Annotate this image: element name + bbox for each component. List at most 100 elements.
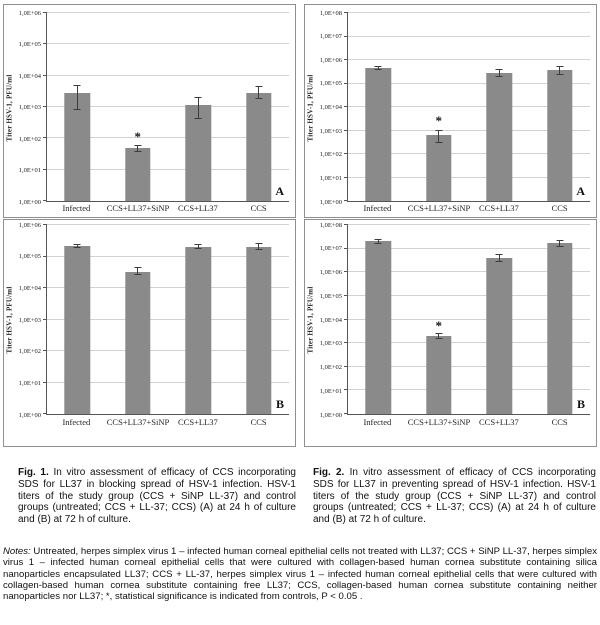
x-category-label: CCS+LL37+SiNP	[407, 203, 471, 213]
y-tick-label: 1,0E+06	[18, 9, 41, 17]
error-bar-cap-bottom	[73, 108, 81, 110]
error-bar	[435, 332, 443, 339]
gridline	[47, 224, 289, 225]
y-axis-title-text: Titer HSV-1, PFU/ml	[306, 74, 315, 141]
y-tick-mark	[43, 200, 47, 201]
x-axis-category-labels: Infected CCS+LL37+SiNP CCS+LL37 CCS	[347, 417, 590, 429]
bar-ccs-ll37-sinp	[125, 148, 151, 201]
bar-slot	[47, 225, 108, 414]
x-category-label: CCS+LL37	[178, 203, 218, 213]
y-tick-mark	[344, 294, 348, 296]
x-axis-category-labels: Infected CCS+LL37+SiNP CCS+LL37 CCS	[347, 203, 590, 215]
y-tick-label: 1,0E+06	[18, 221, 41, 229]
gridline	[47, 12, 289, 13]
y-tick-label: 1,0E+03	[319, 127, 342, 135]
y-tick-label: 1,0E+00	[319, 411, 342, 419]
fig2-caption-label: Fig. 2.	[313, 467, 345, 478]
y-tick-mark	[344, 153, 348, 154]
significance-asterisk: *	[435, 112, 443, 128]
error-bar-cap-bottom	[435, 141, 443, 143]
gridline	[47, 137, 289, 139]
bar-slot	[469, 13, 530, 201]
fig1-caption-text: In vitro assessment of efficacy of CCS i…	[18, 467, 296, 526]
gridline	[47, 318, 289, 320]
gridline	[348, 342, 590, 344]
y-tick-label: 1,0E+02	[18, 348, 41, 356]
y-tick-mark	[43, 74, 47, 76]
gridline	[47, 287, 289, 288]
fig1-panel-b-chart: Titer HSV-1, PFU/ml 1,0E+00 1,0E+01 1,0E+0…	[3, 219, 296, 447]
fig1-caption: Fig. 1. In vitro assessment of efficacy …	[18, 467, 296, 526]
bar-slot	[108, 225, 169, 414]
y-axis-tick-labels: 1,0E+00 1,0E+01 1,0E+02 1,0E+03 1,0E+04 1,0E+…	[315, 10, 344, 206]
x-category-label: Infected	[62, 417, 91, 427]
gridline	[47, 381, 289, 383]
error-bar	[556, 65, 564, 75]
gridline	[348, 365, 590, 367]
panel-letter: B	[275, 397, 284, 411]
y-tick-mark	[344, 82, 348, 84]
y-tick-label: 1,0E+05	[319, 292, 342, 300]
fig2-caption-text: In vitro assessment of efficacy of CCS i…	[313, 467, 596, 526]
x-category-label: Infected	[363, 417, 392, 427]
bar-slot	[530, 225, 591, 414]
fig2-panel-b-chart: Titer HSV-1, PFU/ml 1,0E+00 1,0E+01 1,0E+0…	[304, 219, 597, 447]
y-axis-tick-labels: 1,0E+00 1,0E+01 1,0E+02 1,0E+03 1,0E+04 1,0E+…	[315, 221, 344, 419]
y-tick-label: 1,0E+01	[18, 379, 41, 387]
error-bar-cap-bottom	[255, 98, 263, 100]
x-category-label: CCS+LL37+SiNP	[106, 203, 170, 213]
y-tick-label: 1,0E+04	[18, 72, 41, 80]
plot-area: A *	[344, 12, 590, 202]
bar-ccs-ll37-sinp	[125, 271, 151, 414]
bar-slot	[348, 13, 409, 201]
fig2-caption: Fig. 2. In vitro assessment of efficacy …	[313, 467, 596, 526]
error-bar-cap-top	[73, 243, 81, 245]
y-tick-mark	[43, 12, 47, 13]
y-tick-mark	[344, 129, 348, 131]
error-bar-cap-bottom	[73, 247, 81, 249]
bar-slot	[47, 13, 108, 201]
y-axis-tick-labels: 1,0E+00 1,0E+01 1,0E+02 1,0E+03 1,0E+04 1,0E+…	[14, 9, 43, 206]
y-tick-mark	[43, 287, 47, 288]
significance-asterisk: *	[435, 317, 443, 333]
error-bar	[495, 68, 503, 77]
error-bar-cap-top	[495, 68, 503, 70]
gridline	[47, 43, 289, 45]
panel-letter: B	[576, 397, 585, 411]
bar-ccs-ll37-sinp	[426, 335, 452, 414]
y-tick-mark	[344, 318, 348, 320]
error-bar	[73, 85, 81, 110]
panel-letter: A	[576, 184, 585, 198]
bar-ccs	[246, 247, 272, 414]
error-bar-cap-bottom	[495, 261, 503, 263]
y-tick-mark	[344, 365, 348, 367]
error-bar-cap-bottom	[194, 117, 202, 119]
y-tick-mark	[43, 381, 47, 383]
gridline	[348, 153, 590, 154]
error-bar-cap-bottom	[134, 274, 142, 276]
error-bar-cap-top	[374, 238, 382, 240]
y-tick-mark	[344, 271, 348, 273]
y-axis-tick-labels: 1,0E+00 1,0E+01 1,0E+02 1,0E+03 1,0E+04 1,0E+…	[14, 221, 43, 419]
error-bar-cap-bottom	[194, 248, 202, 250]
bar-ccs-ll37-sinp	[426, 134, 452, 201]
y-tick-label: 1,0E+01	[319, 387, 342, 395]
error-bar	[374, 238, 382, 244]
y-tick-mark	[344, 12, 348, 13]
bar-slot: *	[409, 13, 470, 201]
figure-notes: Notes: Untreated, herpes simplex virus 1…	[3, 546, 597, 603]
y-tick-mark	[43, 350, 47, 351]
x-category-label: CCS+LL37+SiNP	[106, 417, 170, 427]
y-tick-label: 1,0E+01	[18, 167, 41, 175]
y-tick-mark	[344, 247, 348, 249]
y-tick-mark	[43, 168, 47, 170]
y-tick-label: 1,0E+08	[319, 221, 342, 229]
y-tick-label: 1,0E+03	[319, 340, 342, 348]
notes-text: Untreated, herpes simplex virus 1 – infe…	[3, 546, 597, 603]
fig2-panel-a-chart: Titer HSV-1, PFU/ml 1,0E+00 1,0E+01 1,0E+0…	[304, 4, 597, 218]
gridline	[348, 59, 590, 60]
panel-letter: A	[275, 184, 284, 198]
fig1-panel-a-chart: Titer HSV-1, PFU/ml 1,0E+00 1,0E+01 1,0E+0…	[3, 4, 296, 218]
error-bar	[435, 130, 443, 143]
gridline	[348, 82, 590, 84]
